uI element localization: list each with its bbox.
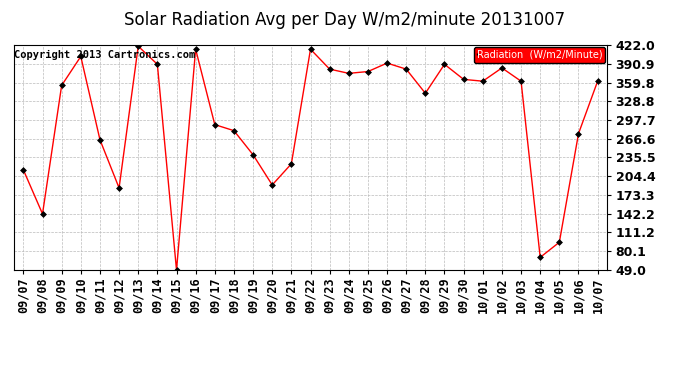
Text: Solar Radiation Avg per Day W/m2/minute 20131007: Solar Radiation Avg per Day W/m2/minute …	[124, 11, 566, 29]
Text: Copyright 2013 Cartronics.com: Copyright 2013 Cartronics.com	[14, 50, 196, 60]
Legend: Radiation  (W/m2/Minute): Radiation (W/m2/Minute)	[474, 47, 605, 63]
